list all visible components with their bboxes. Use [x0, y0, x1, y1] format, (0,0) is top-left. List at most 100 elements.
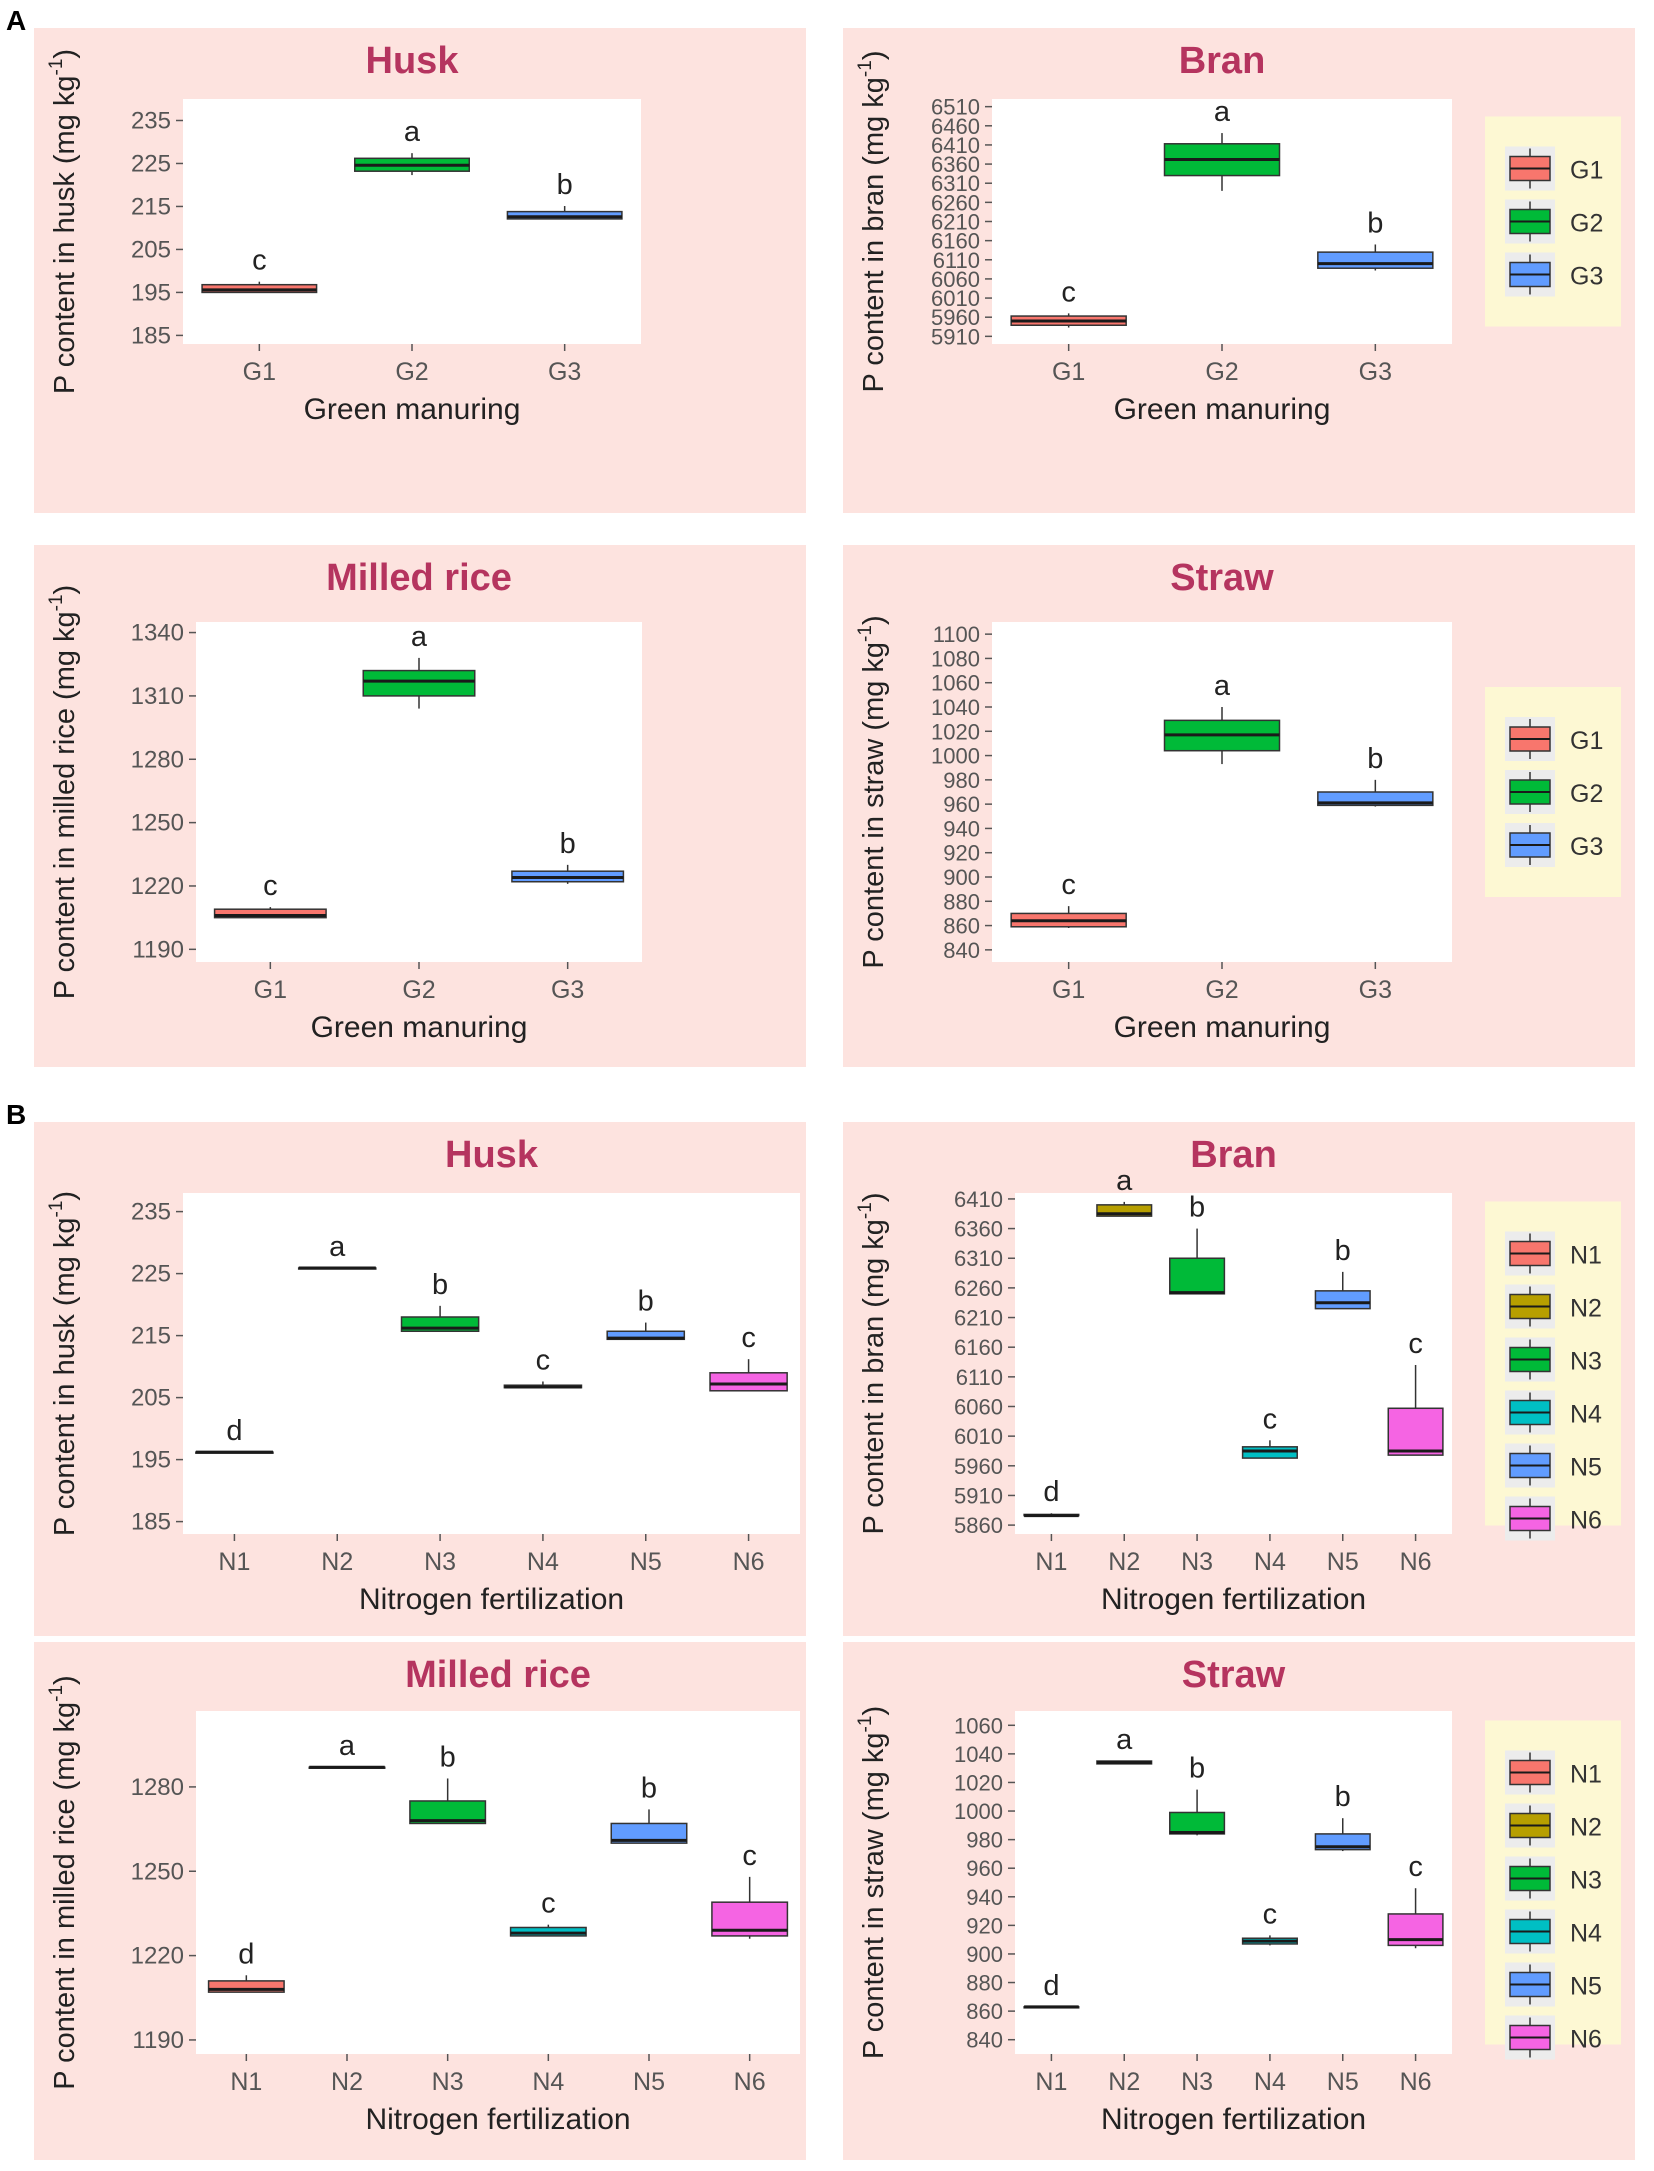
panel-title: Straw	[1170, 557, 1274, 599]
x-tick-label: N5	[630, 1548, 662, 1576]
y-axis-label-exponent: -1	[46, 594, 67, 611]
y-axis-label-exponent: -1	[46, 1201, 67, 1218]
legend-label: N4	[1570, 1920, 1602, 1948]
x-tick-label: N4	[532, 2068, 564, 2096]
box-body	[1317, 251, 1434, 269]
y-axis-label-exponent: -1	[855, 1202, 876, 1219]
x-tick-label: N6	[733, 1548, 765, 1576]
significance-letter: b	[557, 169, 573, 201]
box-N3: b N3	[1169, 1753, 1226, 2096]
box-G1: c G1	[213, 870, 327, 1004]
box-N2: a N2	[1096, 1724, 1153, 2096]
y-tick-label: 1040	[954, 1742, 1003, 1767]
box-G3: b G3	[1317, 743, 1434, 1004]
legend-item-N2: N2	[1505, 1284, 1602, 1329]
y-axis-label: P content in straw (mg kg-1)	[855, 615, 890, 968]
legend-item-G1: G1	[1505, 717, 1603, 761]
legend-label: N3	[1570, 1867, 1602, 1895]
x-tick-label: N2	[321, 1548, 353, 1576]
box-G2: a G2	[362, 621, 476, 1004]
y-tick-label: 1060	[954, 1713, 1003, 1738]
box-N6: c N6	[709, 1322, 788, 1576]
y-tick-label: 225	[131, 150, 171, 177]
y-tick-label: 1190	[132, 936, 184, 963]
section-label-a: A	[6, 5, 26, 36]
y-tick-label: 1310	[131, 683, 184, 710]
box-body	[610, 1822, 688, 1844]
legend-label: N4	[1570, 1401, 1602, 1429]
box-N6: c N6	[711, 1840, 789, 2096]
significance-letter: c	[541, 1888, 556, 1920]
y-axis-label-close: )	[49, 49, 81, 59]
legend-item-N4: N4	[1505, 1909, 1602, 1954]
y-tick-label: 960	[966, 1856, 1003, 1881]
box-body	[409, 1800, 487, 1825]
box-N4: c N4	[1241, 1403, 1298, 1576]
x-axis-label: Green manuring	[1114, 393, 1331, 426]
box-body	[362, 669, 476, 697]
y-tick-label: 6260	[931, 190, 980, 215]
y-tick-label: 6410	[954, 1187, 1003, 1212]
significance-letter: c	[1263, 1898, 1278, 1930]
legend-nitrogen: N1 N2 N3 N4 N5 N6	[1485, 1720, 1621, 2060]
y-tick-label: 940	[943, 816, 980, 841]
x-tick-label: N1	[218, 1548, 250, 1576]
y-tick-label: 840	[966, 2028, 1003, 2053]
legend-label: N5	[1570, 1973, 1602, 2001]
y-tick-label: 6210	[931, 210, 980, 235]
box-N3: b N3	[1169, 1192, 1226, 1576]
x-tick-label: N1	[1035, 1548, 1067, 1576]
box-G2: a G2	[354, 116, 470, 386]
y-tick-label: 235	[131, 1199, 171, 1226]
plot-area	[183, 1193, 800, 1534]
legend-label: N2	[1570, 1295, 1602, 1323]
y-tick-label: 920	[966, 1913, 1003, 1938]
significance-letter: c	[1263, 1403, 1278, 1435]
significance-letter: c	[1408, 1851, 1423, 1883]
y-tick-label: 215	[131, 193, 171, 220]
x-tick-label: N4	[1254, 1548, 1286, 1576]
y-axis-label-close: )	[858, 1706, 890, 1716]
significance-letter: c	[263, 870, 278, 902]
x-tick-label: G2	[1205, 358, 1238, 386]
y-axis-label: P content in husk (mg kg-1)	[46, 49, 81, 394]
y-tick-label: 1250	[131, 1858, 184, 1885]
panel-A-straw: Straw 84086088090092094096098010001020104…	[843, 545, 1635, 1067]
legend-item-N5: N5	[1505, 1443, 1602, 1488]
y-tick-label: 185	[131, 1509, 171, 1536]
significance-letter: a	[329, 1231, 346, 1263]
y-tick-label: 1000	[931, 744, 980, 769]
x-tick-label: N3	[1181, 2068, 1213, 2096]
y-tick-label: 840	[943, 938, 980, 963]
y-tick-label: 5910	[954, 1483, 1003, 1508]
significance-letter: c	[1061, 276, 1076, 308]
y-tick-label: 1340	[131, 620, 184, 647]
y-tick-label: 185	[131, 322, 171, 349]
box-N5: b N5	[1314, 1781, 1371, 2096]
y-axis-label: P content in husk (mg kg-1)	[46, 1191, 81, 1536]
x-tick-label: G2	[395, 358, 428, 386]
y-tick-label: 1100	[933, 622, 980, 647]
box-N6: c N6	[1387, 1328, 1444, 1576]
x-axis-label: Green manuring	[304, 393, 521, 426]
y-tick-label: 6060	[954, 1394, 1003, 1419]
y-tick-label: 195	[131, 279, 171, 306]
y-tick-label: 960	[943, 792, 980, 817]
x-tick-label: G1	[254, 976, 287, 1004]
x-axis-label: Nitrogen fertilization	[1101, 2103, 1366, 2136]
significance-letter: d	[226, 1415, 242, 1447]
significance-letter: c	[536, 1344, 551, 1376]
plot-area	[183, 99, 641, 344]
legend-label: G2	[1570, 210, 1603, 238]
y-axis-label: P content in straw (mg kg-1)	[855, 1706, 890, 2059]
x-tick-label: N4	[527, 1548, 559, 1576]
y-axis-label-close: )	[858, 51, 890, 61]
y-tick-label: 6110	[956, 1365, 1003, 1390]
box-body	[506, 210, 623, 220]
panel-title: Milled rice	[326, 557, 512, 599]
legend-item-N1: N1	[1505, 1231, 1602, 1276]
box-N1: d N1	[195, 1415, 274, 1576]
x-tick-label: G2	[1205, 976, 1238, 1004]
x-tick-label: G1	[1052, 976, 1085, 1004]
y-tick-label: 1020	[954, 1770, 1003, 1795]
